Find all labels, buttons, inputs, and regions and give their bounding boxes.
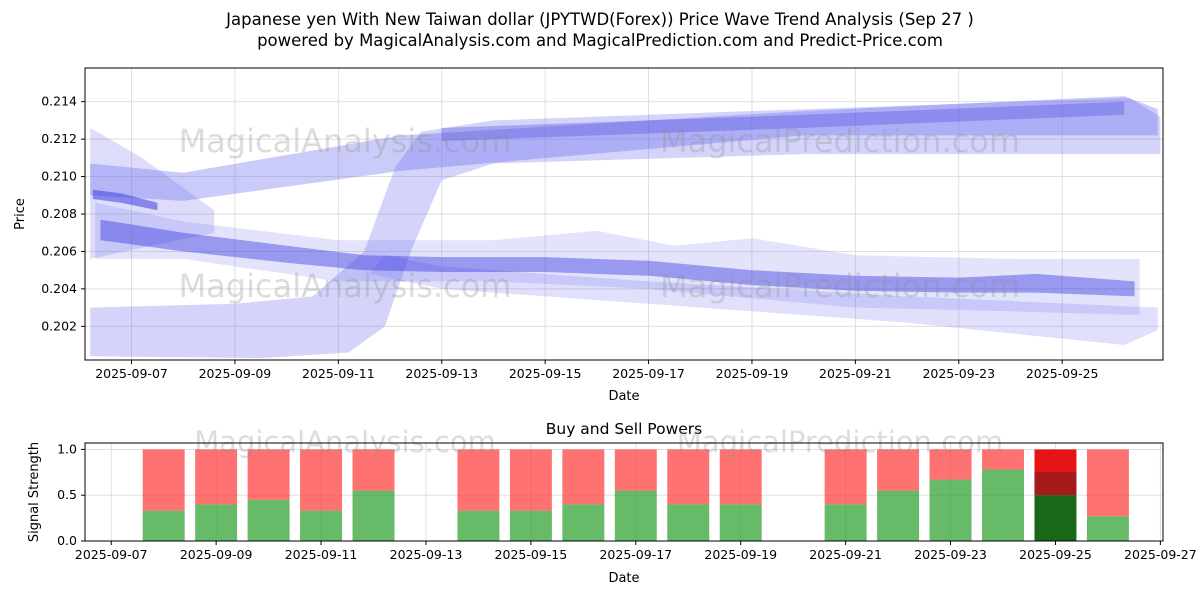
buy-power-bar — [929, 479, 972, 541]
y-tick-label: 1.0 — [57, 441, 77, 456]
buy-power-bar — [614, 490, 657, 541]
y-tick-label: 0.0 — [57, 533, 77, 548]
band-left-wedge-band — [90, 127, 215, 259]
watermark-text: MagicalAnalysis.com — [179, 122, 512, 160]
x-tick-label: 2025-09-11 — [285, 547, 358, 562]
y-tick-label: 0.208 — [41, 206, 77, 221]
y-tick-label: 0.212 — [41, 131, 77, 146]
sell-power-bar — [667, 449, 710, 505]
buy-power-bar — [667, 504, 710, 541]
price-y-axis-label: Price — [13, 198, 28, 230]
figure-title-line2: powered by MagicalAnalysis.com and Magic… — [257, 31, 943, 50]
x-tick-label: 2025-09-09 — [180, 547, 253, 562]
buy-power-bar — [1034, 495, 1077, 541]
x-tick-label: 2025-09-25 — [1026, 366, 1099, 381]
x-tick-label: 2025-09-07 — [75, 547, 148, 562]
x-tick-label: 2025-09-27 — [1124, 547, 1197, 562]
price-wave-chart: MagicalAnalysis.com MagicalPrediction.com… — [41, 67, 1164, 381]
watermark-text: MagicalPrediction.com — [660, 122, 1020, 160]
sell-power-bar — [929, 449, 972, 480]
x-tick-label: 2025-09-23 — [914, 547, 987, 562]
buy-power-bar — [247, 499, 290, 541]
buy-power-bar — [1086, 516, 1129, 541]
x-tick-label: 2025-09-25 — [1019, 547, 1092, 562]
power-y-axis-label: Signal Strength — [27, 442, 42, 542]
x-tick-label: 2025-09-13 — [390, 547, 463, 562]
x-tick-label: 2025-09-19 — [704, 547, 777, 562]
watermark-text: MagicalPrediction.com — [660, 267, 1020, 305]
watermark-text: MagicalAnalysis.com — [194, 425, 496, 459]
band-left-dark-segment — [92, 189, 158, 211]
y-tick-label: 0.5 — [57, 487, 77, 502]
watermark-text: MagicalAnalysis.com — [179, 267, 512, 305]
x-tick-label: 2025-09-21 — [809, 547, 882, 562]
sell-power-bar — [982, 449, 1024, 470]
x-tick-label: 2025-09-15 — [509, 366, 582, 381]
buy-power-bar — [509, 510, 552, 541]
x-tick-label: 2025-09-09 — [199, 366, 272, 381]
x-tick-label: 2025-09-07 — [95, 366, 168, 381]
sell-power-bar — [509, 449, 552, 511]
band-upper-trend-band — [90, 96, 1158, 201]
sell-power-bar — [142, 449, 185, 511]
sell-power-bar — [877, 449, 920, 491]
power-plot-frame — [84, 442, 1164, 542]
sell-power-bar — [457, 449, 500, 511]
band-mid-core-band — [100, 219, 1135, 297]
x-tick-label: 2025-09-21 — [819, 366, 892, 381]
power-x-axis-label: Date — [608, 571, 639, 586]
sell-power-bar — [824, 449, 867, 505]
sell-power-bar — [247, 449, 290, 500]
band-bottom-fan-band — [369, 255, 1158, 345]
y-tick-label: 0.214 — [41, 94, 77, 109]
buy-power-bar — [142, 510, 185, 541]
x-tick-label: 2025-09-19 — [716, 366, 789, 381]
band-rise-fan-band — [90, 97, 1161, 359]
buy-power-bar — [877, 490, 920, 541]
x-tick-label: 2025-09-11 — [302, 366, 375, 381]
sell-power-bar — [352, 449, 395, 491]
buy-power-bar — [195, 504, 238, 541]
power-chart-title: Buy and Sell Powers — [546, 420, 703, 438]
sell-power-bar — [1086, 449, 1129, 517]
x-tick-label: 2025-09-17 — [599, 547, 672, 562]
buy-power-bar — [352, 490, 395, 541]
buy-power-bar — [824, 504, 867, 541]
y-tick-label: 0.210 — [41, 169, 77, 184]
y-tick-label: 0.204 — [41, 281, 77, 296]
buy-power-bar — [719, 504, 762, 541]
y-tick-label: 0.206 — [41, 243, 77, 258]
price-x-axis-label: Date — [608, 389, 639, 404]
band-mid-envelope-band — [95, 202, 1140, 316]
power-bars — [142, 449, 1129, 541]
sell-power-bar — [300, 449, 343, 511]
sell-power-bar-dark — [1034, 472, 1077, 496]
y-tick-label: 0.202 — [41, 318, 77, 333]
buy-power-bar — [982, 469, 1024, 541]
sell-power-bar — [719, 449, 762, 505]
x-tick-label: 2025-09-15 — [495, 547, 568, 562]
buy-power-bar — [562, 504, 605, 541]
sell-power-bar — [195, 449, 238, 505]
buy-power-bar — [300, 510, 343, 541]
buy-sell-power-chart: MagicalAnalysis.com MagicalPrediction.com… — [57, 425, 1197, 562]
figure-title-line1: Japanese yen With New Taiwan dollar (JPY… — [225, 10, 974, 29]
sell-power-bar — [614, 449, 657, 491]
watermark-text: MagicalPrediction.com — [677, 425, 1003, 459]
band-upper-core-band — [441, 101, 1125, 141]
buy-power-bar — [457, 510, 500, 541]
x-tick-label: 2025-09-13 — [405, 366, 478, 381]
x-tick-label: 2025-09-17 — [612, 366, 685, 381]
price-grid — [85, 68, 1163, 360]
trend-bands — [90, 96, 1161, 359]
x-tick-label: 2025-09-23 — [922, 366, 995, 381]
sell-power-bar — [562, 449, 605, 505]
